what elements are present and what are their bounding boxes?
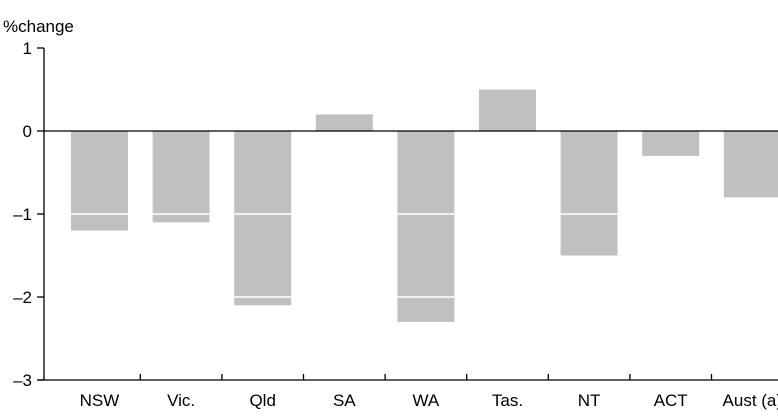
bar-qld xyxy=(234,131,292,306)
bar-nt xyxy=(560,131,618,256)
bar-act xyxy=(642,131,700,156)
y-axis-label: %change xyxy=(3,17,74,36)
y-tick-label: –1 xyxy=(13,205,32,224)
chart-caption xyxy=(0,0,778,7)
bar-tas xyxy=(479,89,536,131)
x-tick-label: NT xyxy=(578,391,601,410)
x-tick-label: WA xyxy=(413,391,440,410)
bar-austa xyxy=(723,131,778,198)
x-tick-label: SA xyxy=(333,391,356,410)
x-tick-label: NSW xyxy=(80,391,120,410)
x-tick-label: Qld xyxy=(249,391,275,410)
y-tick-label: 0 xyxy=(23,122,32,141)
bars-layer xyxy=(71,89,778,322)
bar-wa xyxy=(397,131,455,322)
bar-sa xyxy=(315,114,373,131)
y-tick-label: 1 xyxy=(23,39,32,58)
bar-nsw xyxy=(71,131,128,231)
y-tick-label: –3 xyxy=(13,371,32,390)
bar-vic xyxy=(152,131,210,223)
x-tick-label: ACT xyxy=(654,391,688,410)
x-tick-label: Tas. xyxy=(492,391,523,410)
x-tick-label: Vic. xyxy=(167,391,195,410)
axes-layer xyxy=(37,47,778,381)
x-tick-label: Aust (a) xyxy=(723,391,778,410)
y-tick-label: –2 xyxy=(13,288,32,307)
labels-layer: 1 0 –1 –2 –3 NSW Vic. Qld SA WA Tas. NT ACT Aust (a) xyxy=(13,39,778,410)
